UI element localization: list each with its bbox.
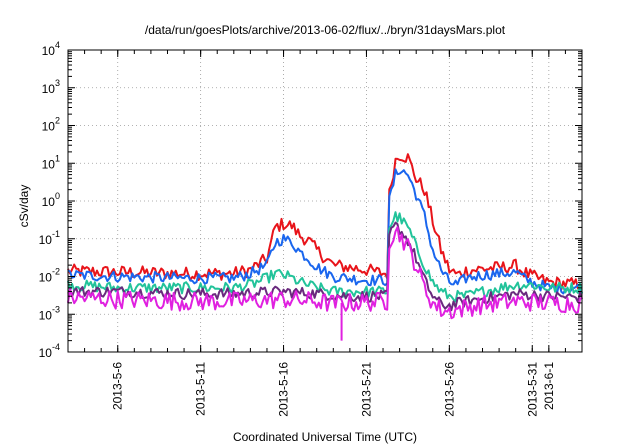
y-tick-label: 102 <box>42 116 60 134</box>
y-tick-label: 104 <box>42 40 60 58</box>
y-tick-label: 103 <box>42 78 60 96</box>
x-axis-label: Coordinated Universal Time (UTC) <box>233 430 417 444</box>
series-line-3 <box>67 211 583 303</box>
x-tick-label: 2013-5-31 <box>525 362 539 417</box>
y-tick-label: 10-4 <box>39 342 60 360</box>
y-tick-label: 10-1 <box>39 229 60 247</box>
y-axis-label: cSv/day <box>17 185 31 228</box>
x-tick-label: 2013-5-26 <box>442 362 456 417</box>
series-lines <box>67 153 583 341</box>
series-line-1 <box>67 153 583 291</box>
x-tick-label: 2013-6-1 <box>542 362 556 410</box>
y-tick-label: 100 <box>42 191 60 209</box>
grid <box>68 50 582 352</box>
chart-title: /data/run/goesPlots/archive/2013-06-02/f… <box>145 23 506 37</box>
axis-ticks: 10-4 10-3 10-2 10-1 100 101 102 103 104 2013-5-6 2… <box>39 40 582 417</box>
y-tick-label: 101 <box>42 153 60 171</box>
x-tick-label: 2013-5-21 <box>359 362 373 417</box>
series-line-2 <box>67 168 583 295</box>
x-tick-label: 2013-5-6 <box>111 362 125 410</box>
x-tick-label: 2013-5-11 <box>194 362 208 416</box>
y-tick-label: 10-2 <box>39 267 60 285</box>
y-tick-label: 10-3 <box>39 304 60 322</box>
series-line-5 <box>67 226 583 320</box>
x-tick-label: 2013-5-16 <box>277 362 291 417</box>
